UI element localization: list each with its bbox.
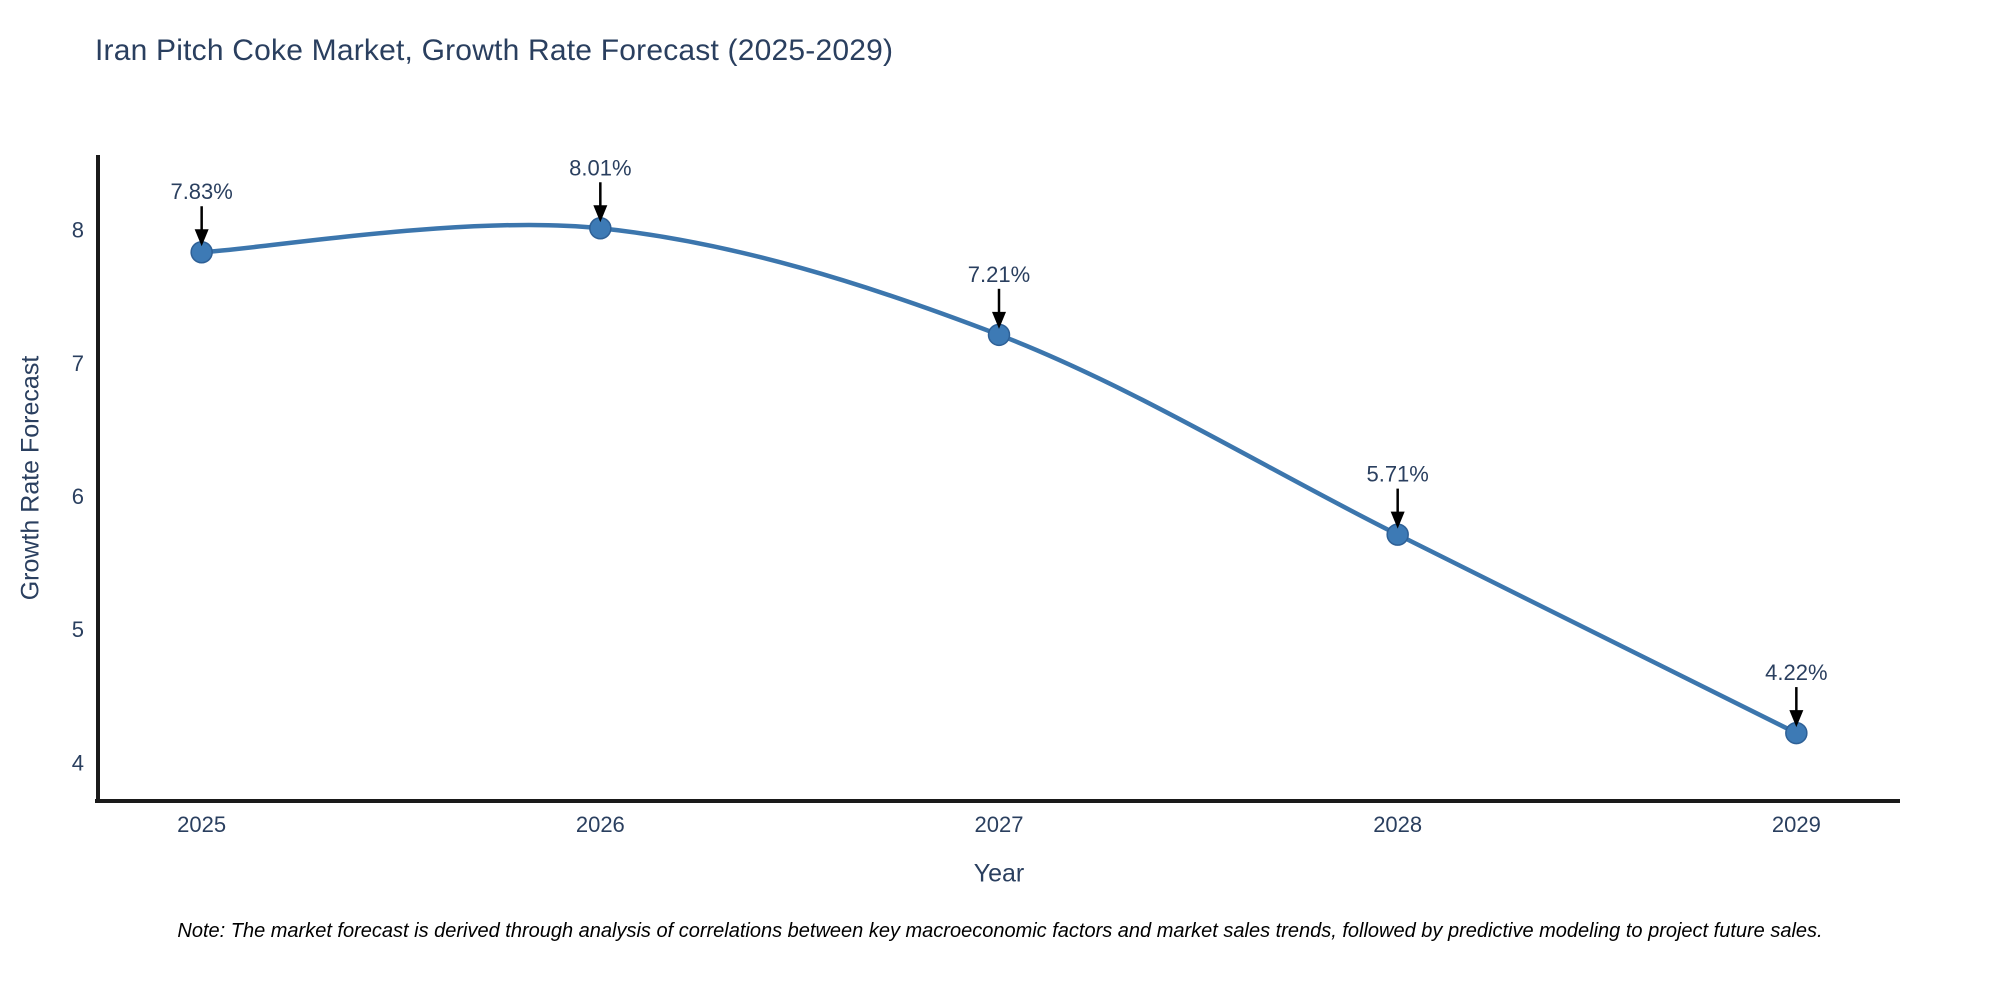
- y-tick-label: 8: [72, 218, 84, 243]
- point-annotation-label: 7.21%: [968, 262, 1030, 287]
- chart-title: Iran Pitch Coke Market, Growth Rate Fore…: [95, 34, 894, 67]
- point-annotation-label: 5.71%: [1366, 462, 1428, 487]
- annotation-arrowhead: [1789, 710, 1804, 728]
- annotation-arrowhead: [1390, 511, 1405, 529]
- point-annotation-label: 7.83%: [170, 179, 232, 204]
- y-axis-title: Growth Rate Forecast: [16, 355, 45, 601]
- x-axis-title: Year: [973, 859, 1025, 888]
- annotation-arrowhead: [593, 205, 608, 223]
- x-tick-label: 2025: [177, 812, 226, 837]
- x-tick-label: 2028: [1373, 812, 1422, 837]
- x-tick-label: 2029: [1772, 812, 1821, 837]
- footnote: Note: The market forecast is derived thr…: [177, 920, 1823, 942]
- x-tick-label: 2026: [576, 812, 625, 837]
- annotation-arrowhead: [992, 311, 1006, 329]
- y-tick-label: 7: [72, 351, 84, 376]
- annotation-arrowhead: [194, 229, 209, 247]
- y-tick-label: 5: [72, 617, 84, 642]
- point-annotation-label: 4.22%: [1765, 660, 1827, 685]
- point-annotation-label: 8.01%: [569, 155, 631, 180]
- y-tick-label: 4: [72, 750, 84, 775]
- x-tick-label: 2027: [975, 812, 1024, 837]
- y-tick-label: 6: [72, 484, 84, 509]
